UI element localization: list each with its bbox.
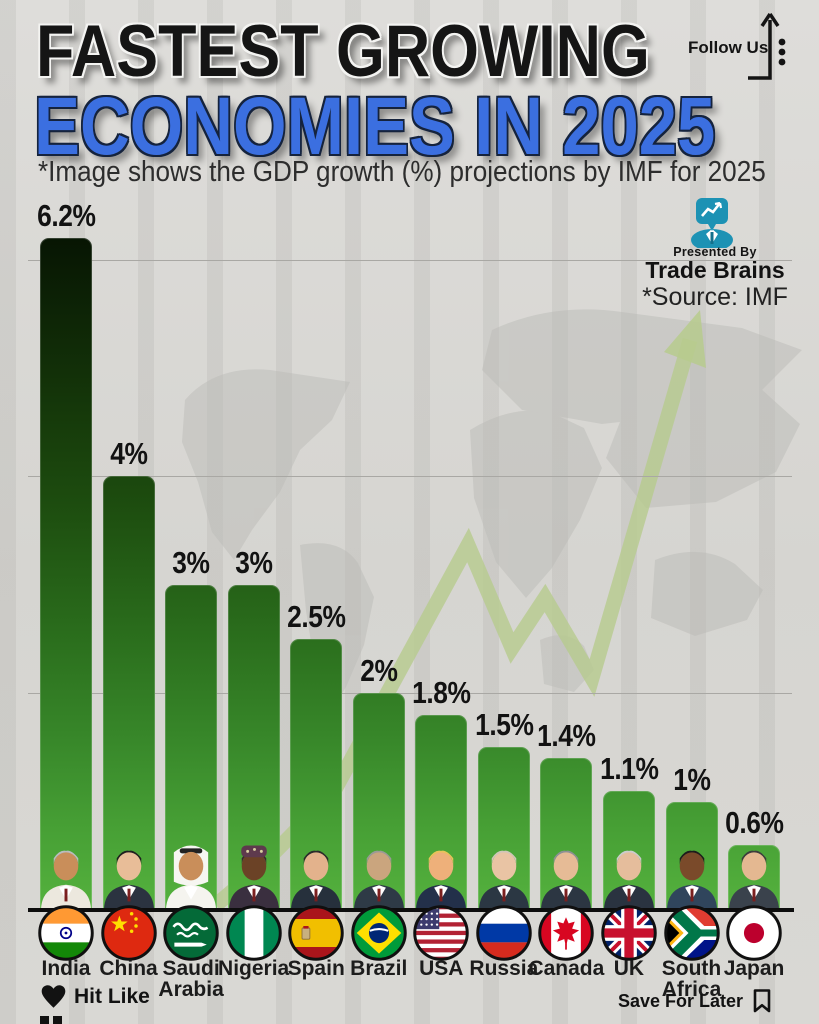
country-label-nigeria: Nigeria <box>218 957 290 980</box>
china-flag-icon <box>100 905 157 961</box>
value-label-canada: 1.4% <box>537 718 596 754</box>
bola-tinubu-photo <box>228 845 279 910</box>
shigeru-ishiba-photo <box>729 850 780 910</box>
country-label-japan: Japan <box>723 957 785 980</box>
brazil-flag-icon <box>351 905 407 961</box>
narendra-modi-photo <box>40 850 92 910</box>
value-label-japan: 0.6% <box>724 804 784 840</box>
follow-us-label: Follow Us <box>688 38 769 57</box>
bar-uk <box>602 790 655 910</box>
russia-flag-icon <box>476 905 532 961</box>
bar-usa <box>415 714 468 910</box>
india-flag-icon <box>38 905 94 961</box>
save-for-later-label: Save For Later <box>618 990 744 1011</box>
bar-saudi-arabia <box>165 584 218 910</box>
value-label-usa: 1.8% <box>412 674 471 710</box>
value-label-china: 4% <box>109 436 148 472</box>
xi-jinping-photo <box>103 850 154 910</box>
save-for-later-cta: Save For Later <box>618 988 773 1014</box>
country-label-russia: Russia <box>469 957 539 980</box>
country-label-south-africa: South Africa <box>661 957 722 1001</box>
follow-us-arrow-icon <box>748 13 786 80</box>
mark-carney-photo <box>541 850 592 910</box>
keir-starmer-photo <box>603 850 654 910</box>
donald-trump-photo <box>416 850 467 910</box>
presented-by-label: Presented By <box>673 245 757 259</box>
country-label-brazil: Brazil <box>350 957 408 980</box>
lula-da-silva-photo <box>353 850 404 910</box>
brand-name: Trade Brains <box>645 257 785 283</box>
heart-icon <box>41 985 66 1008</box>
source-label: *Source: IMF <box>642 283 788 311</box>
country-label-spain: Spain <box>287 957 345 980</box>
poster-title-line2: ECONOMIES IN 2025 <box>34 81 716 172</box>
bottom-logo-stub <box>40 1016 62 1024</box>
value-label-south-africa: 1% <box>672 761 711 797</box>
trade-brains-logo-icon <box>691 198 733 248</box>
bar-brazil <box>352 693 405 910</box>
poster-subtitle: *Image shows the GDP growth (%) projecti… <box>38 156 766 188</box>
country-label-india: India <box>41 957 91 980</box>
bar-india <box>40 237 92 910</box>
uk-flag-icon <box>601 905 657 961</box>
south-africa-flag-icon <box>663 905 720 961</box>
japan-flag-icon <box>726 905 782 961</box>
hit-like-cta: Hit Like <box>40 984 150 1009</box>
value-label-nigeria: 3% <box>235 544 273 580</box>
saudi-arabia-flag-icon <box>163 905 219 961</box>
country-label-china: China <box>99 957 158 980</box>
bar-china <box>102 476 155 910</box>
nigeria-flag-icon <box>225 905 282 961</box>
country-label-usa: USA <box>419 957 464 980</box>
country-label-saudi-arabia: Saudi Arabia <box>158 957 224 1001</box>
pedro-sanchez-photo <box>291 850 342 910</box>
canada-flag-icon <box>538 905 595 961</box>
vladimir-putin-photo <box>478 850 529 910</box>
poster-title-line1: FASTEST GROWING <box>36 11 650 92</box>
gridline-6pct <box>28 259 792 261</box>
value-label-spain: 2.5% <box>286 599 346 635</box>
mohammed-bin-salman-photo <box>166 845 217 910</box>
hit-like-label: Hit Like <box>74 984 150 1008</box>
spain-flag-icon <box>288 905 344 961</box>
cyril-ramaphosa-photo <box>666 850 717 910</box>
bar-japan <box>728 844 781 910</box>
bar-russia <box>477 747 530 910</box>
value-label-india: 6.2% <box>36 197 96 233</box>
usa-flag-icon <box>413 905 470 961</box>
bookmark-icon <box>753 989 771 1013</box>
country-label-uk: UK <box>613 957 645 980</box>
country-label-canada: Canada <box>528 957 605 980</box>
